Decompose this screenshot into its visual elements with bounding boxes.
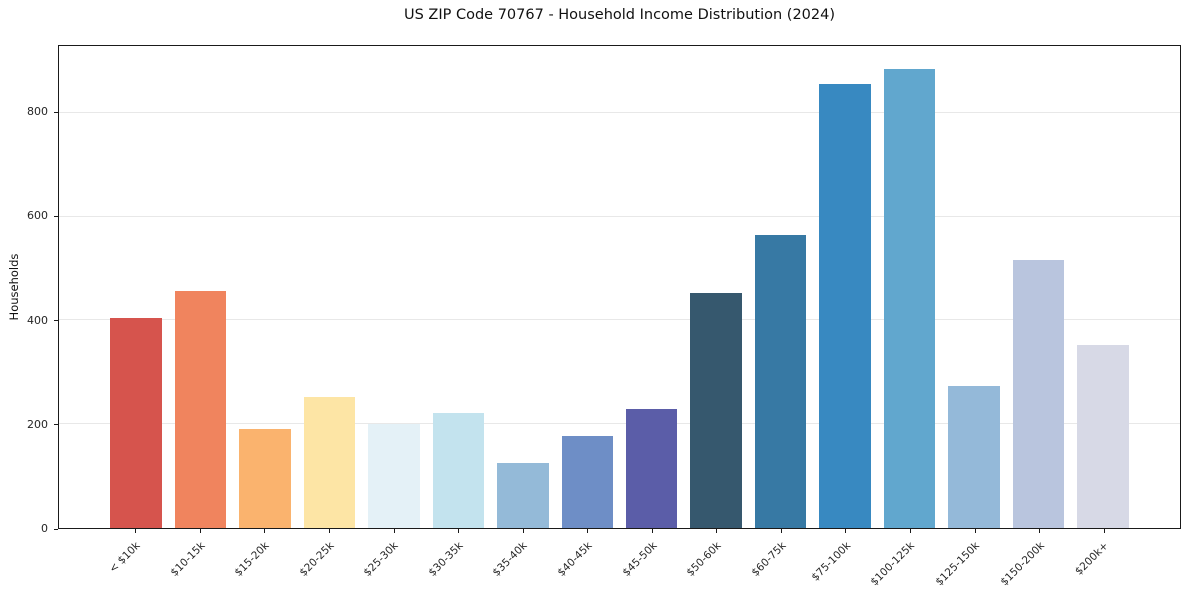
bar-slot	[297, 46, 361, 528]
x-tick-mark	[328, 529, 330, 533]
bar-slot	[555, 46, 619, 528]
x-tick-mark	[716, 529, 718, 533]
y-tick-label-800: 800	[27, 105, 48, 119]
bar-slot	[813, 46, 877, 528]
bar-$15-20k	[239, 429, 291, 528]
y-tick-label-600: 600	[27, 209, 48, 223]
x-tick-mark	[974, 529, 976, 533]
bar-$75-100k	[819, 84, 871, 528]
x-tick-label-< $10k: < $10k	[106, 539, 143, 576]
bar-$45-50k	[625, 408, 678, 528]
x-tick-mark	[651, 529, 653, 533]
gridline-800	[59, 111, 1180, 113]
x-tick-cell: $40-45k	[555, 529, 620, 589]
bar-slot	[1006, 46, 1070, 528]
x-tick-label-$45-50k: $45-50k	[619, 539, 660, 579]
bar-$30-35k	[432, 413, 485, 528]
bars-container	[59, 46, 1180, 528]
x-axis: < $10k $10-15k $15-20k $20-25k $25-30k $30-35…	[58, 529, 1181, 589]
x-tick-cell: $45-50k	[620, 529, 685, 589]
bar-slot	[362, 46, 426, 528]
x-tick-cell: $35-40k	[490, 529, 555, 589]
x-tick-label-$25-30k: $25-30k	[361, 539, 401, 579]
y-tick-label-0: 0	[41, 522, 48, 535]
bar-$20-25k	[303, 396, 356, 528]
x-tick-mark	[393, 529, 395, 533]
y-tick-mark-600	[54, 215, 58, 217]
x-tick-cell: $15-20k	[232, 529, 297, 589]
bar-$125-150k	[948, 386, 1000, 528]
x-tick-cell: $125-150k	[933, 529, 1007, 589]
x-tick-label-$20-25k: $20-25k	[297, 539, 337, 579]
x-tick-cell: $150-200k	[998, 529, 1072, 589]
x-tick-mark	[780, 529, 782, 533]
bar-slot	[168, 46, 232, 528]
x-tick-label-$40-45k: $40-45k	[555, 539, 595, 579]
x-tick-label-$15-20k: $15-20k	[232, 539, 272, 579]
x-tick-label-$200k+: $200k+	[1073, 539, 1111, 578]
bar-slot	[684, 46, 748, 528]
bar-$50-60k	[690, 292, 742, 528]
x-tick-label-$10-15k: $10-15k	[167, 539, 208, 579]
x-tick-label-$30-35k: $30-35k	[426, 539, 466, 579]
x-tick-mark	[845, 529, 847, 533]
x-tick-cell: < $10k	[103, 529, 168, 589]
bar-slot	[942, 46, 1006, 528]
x-tick-mark	[264, 529, 266, 533]
x-tick-mark	[522, 529, 524, 533]
bar-slot	[491, 46, 555, 528]
x-tick-mark	[1103, 529, 1105, 533]
x-tick-cell: $200k+	[1071, 529, 1136, 589]
gridline-200	[59, 423, 1180, 425]
x-tick-cell: $50-60k	[684, 529, 749, 589]
bar-$60-75k	[754, 234, 807, 528]
bar-$200k+	[1077, 344, 1129, 528]
y-tick-label-200: 200	[27, 417, 48, 431]
bar-$150-200k	[1012, 259, 1065, 528]
plot-area	[58, 45, 1181, 529]
x-tick-cell: $75-100k	[809, 529, 878, 589]
bar-$100-125k	[883, 68, 936, 528]
x-tick-label-$75-100k: $75-100k	[808, 539, 853, 584]
x-tick-mark	[458, 529, 460, 533]
x-tick-cell: $25-30k	[361, 529, 426, 589]
bar-$10-15k	[174, 290, 227, 528]
bar-slot	[748, 46, 812, 528]
x-tick-cell: $100-125k	[869, 529, 943, 589]
x-tick-cell: $20-25k	[297, 529, 362, 589]
bar-< $10k	[110, 317, 162, 528]
x-tick-label-$60-75k: $60-75k	[749, 539, 789, 579]
y-tick-mark-200	[54, 424, 58, 426]
x-tick-mark	[199, 529, 201, 533]
y-tick-label-400: 400	[27, 313, 48, 327]
bar-slot	[426, 46, 490, 528]
bar-slot	[104, 46, 168, 528]
bar-slot	[877, 46, 941, 528]
bar-$40-45k	[561, 435, 614, 528]
y-tick-mark-800	[54, 111, 58, 113]
gridline-600	[59, 215, 1180, 217]
bar-slot	[1071, 46, 1135, 528]
x-tick-mark	[587, 529, 589, 533]
y-tick-mark-400	[54, 320, 58, 322]
x-tick-label-$50-60k: $50-60k	[684, 539, 724, 579]
bar-slot	[233, 46, 297, 528]
bar-slot	[620, 46, 684, 528]
x-tick-cell: $10-15k	[168, 529, 233, 589]
x-tick-mark	[135, 529, 137, 533]
gridline-400	[59, 319, 1180, 321]
x-tick-mark	[1039, 529, 1041, 533]
y-tick-mark-0	[54, 528, 58, 530]
x-tick-mark	[910, 529, 912, 533]
x-tick-cell: $60-75k	[749, 529, 814, 589]
chart-title: US ZIP Code 70767 - Household Income Dis…	[403, 7, 836, 23]
x-tick-label-$35-40k: $35-40k	[490, 539, 530, 579]
x-tick-cell: $30-35k	[426, 529, 491, 589]
bar-$35-40k	[497, 462, 549, 528]
bar-$25-30k	[368, 424, 420, 528]
